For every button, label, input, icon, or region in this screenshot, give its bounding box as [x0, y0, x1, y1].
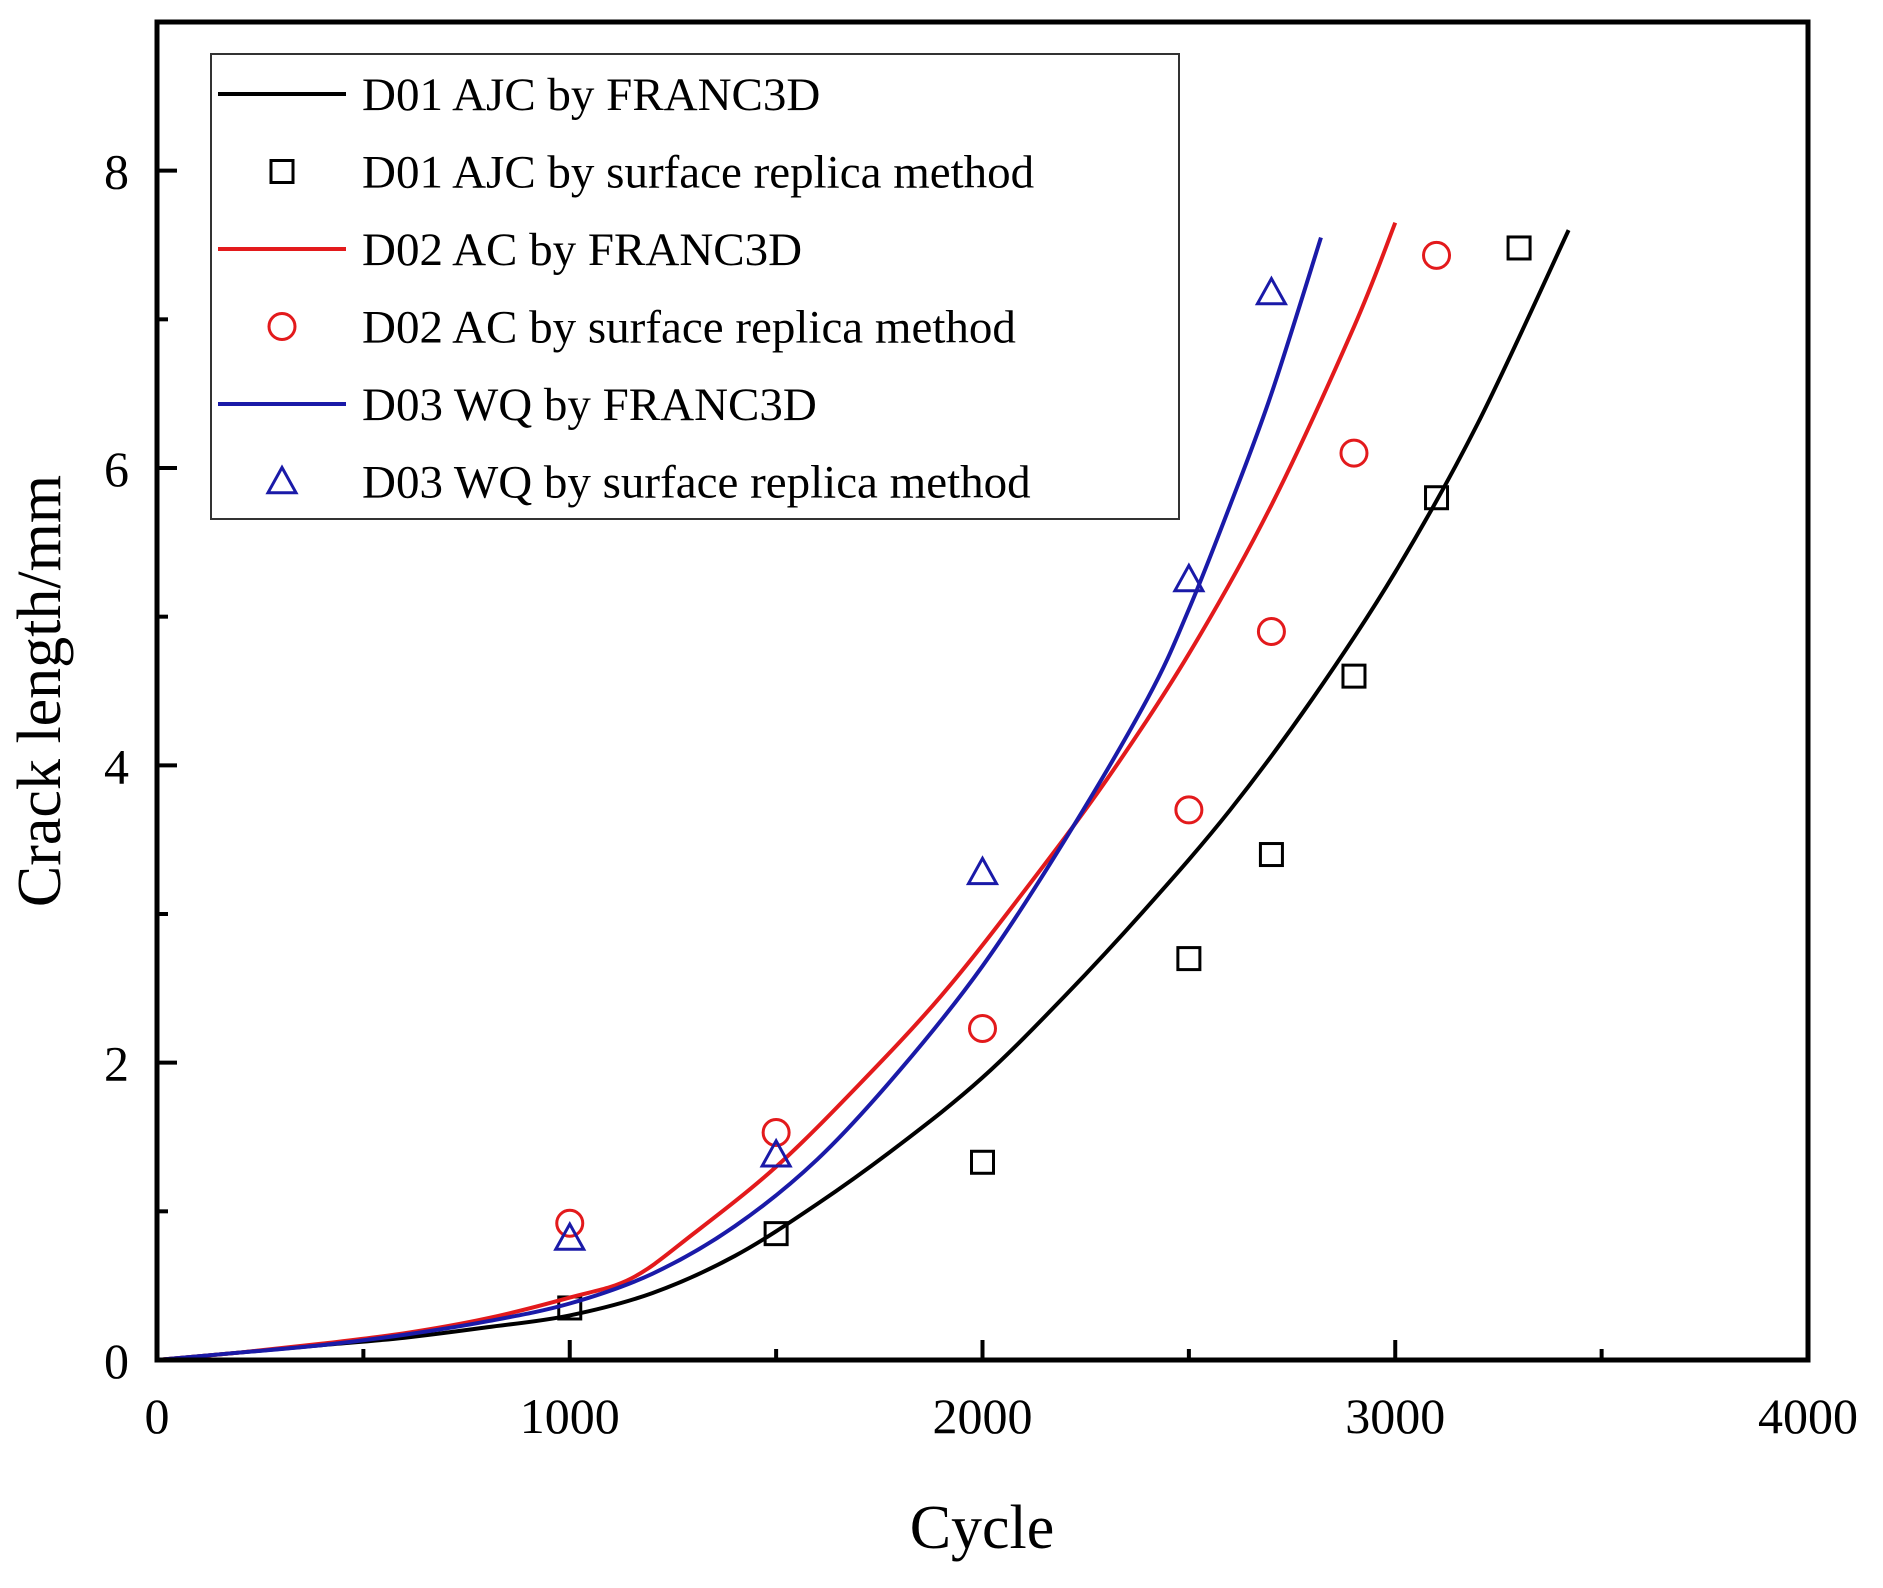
series-6-point — [1172, 562, 1206, 593]
y-tick-label: 4 — [104, 738, 129, 794]
legend-swatch-marker — [269, 159, 295, 184]
x-tick-label: 2000 — [933, 1388, 1033, 1444]
series-5-line — [156, 236, 1323, 1362]
y-axis-title: Crack length/mm — [6, 475, 74, 907]
x-tick-label: 1000 — [520, 1388, 620, 1444]
series-4-point — [1174, 795, 1204, 825]
series-6-point — [1254, 275, 1288, 306]
series-2-point — [1506, 235, 1532, 261]
x-tick-label: 0 — [145, 1388, 170, 1444]
series-6-point — [759, 1137, 793, 1168]
series-4-point — [761, 1118, 791, 1148]
series-2-point — [763, 1221, 789, 1247]
legend-box — [210, 53, 1180, 520]
series-4-point — [1339, 438, 1369, 468]
series-2-point — [1258, 842, 1284, 868]
series-1-line — [156, 229, 1571, 1362]
series-4-point — [1256, 617, 1286, 647]
legend: D01 AJC by FRANC3D D01 AJC by surface rep… — [210, 53, 1180, 520]
series-4-point — [555, 1208, 585, 1238]
y-tick-label: 6 — [104, 441, 129, 497]
series-2-point — [1176, 946, 1202, 972]
ticks-layer — [155, 168, 1810, 1362]
legend-label: D02 AC by surface replica method — [362, 302, 1016, 354]
legend-label: D02 AC by FRANC3D — [362, 224, 802, 276]
x-axis-title: Cycle — [910, 1494, 1055, 1562]
tick-labels: 0 1000 2000 3000 4000 0 2 4 6 8 — [104, 144, 1858, 1444]
series-layer — [156, 221, 1571, 1362]
series-2-point — [970, 1149, 995, 1175]
series-4-point — [968, 1013, 997, 1043]
series-2-point — [1424, 485, 1450, 511]
legend-label: D03 WQ by FRANC3D — [362, 379, 817, 431]
series-4-point — [1422, 240, 1452, 270]
legend-swatch-marker — [265, 464, 299, 495]
y-tick-label: 2 — [104, 1036, 129, 1092]
series-2-point — [1341, 663, 1367, 689]
legend-swatch-marker — [267, 312, 297, 341]
legend-label: D01 AJC by surface replica method — [362, 147, 1034, 199]
legend-label: D01 AJC by FRANC3D — [362, 69, 820, 121]
x-tick-label: 3000 — [1345, 1388, 1445, 1444]
series-6-point — [965, 855, 1000, 886]
y-tick-label: 0 — [104, 1333, 129, 1389]
x-tick-label: 4000 — [1758, 1388, 1858, 1444]
series-6-point — [553, 1221, 587, 1251]
legend-label: D03 WQ by surface replica method — [362, 457, 1031, 509]
y-tick-label: 8 — [104, 144, 129, 200]
